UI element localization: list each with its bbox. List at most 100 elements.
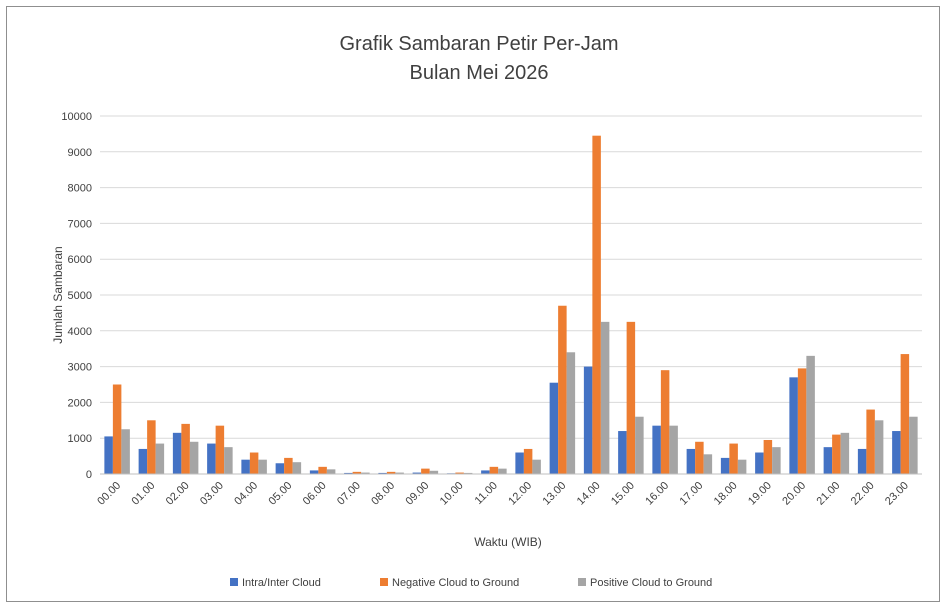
- bar-positive-cloud-to-ground-0400: [258, 459, 267, 474]
- bar-positive-cloud-to-ground-1700: [703, 454, 713, 474]
- bar-intra-inter-cloud-1500: [618, 431, 627, 474]
- legend-swatch: [230, 578, 238, 586]
- legend-entry: Negative Cloud to Ground: [392, 577, 519, 589]
- y-tick-label: 5000: [68, 290, 92, 302]
- x-tick-label: 04.00: [232, 480, 260, 508]
- bar-intra-inter-cloud-0300: [207, 443, 216, 474]
- legend-swatch: [380, 578, 388, 586]
- legend: Intra/Inter Cloud Negative Cloud to Groun…: [230, 577, 712, 589]
- y-tick-label: 8000: [68, 183, 92, 195]
- bar-intra-inter-cloud-1300: [549, 382, 559, 474]
- bar-intra-inter-cloud-1700: [686, 448, 696, 474]
- bar-negative-cloud-to-ground-1200: [523, 448, 533, 474]
- bar-positive-cloud-to-ground-0800: [395, 472, 404, 474]
- bar-negative-cloud-to-ground-2300: [900, 354, 910, 474]
- bar-intra-inter-cloud-0100: [138, 448, 148, 474]
- bar-positive-cloud-to-ground-2100: [840, 432, 850, 474]
- bar-negative-cloud-to-ground-0800: [386, 471, 396, 474]
- bar-intra-inter-cloud-2200: [857, 448, 867, 474]
- bar-positive-cloud-to-ground-1000: [463, 472, 473, 474]
- legend-entry: Intra/Inter Cloud: [242, 577, 321, 589]
- x-tick-label: 15.00: [609, 480, 637, 508]
- bar-intra-inter-cloud-0700: [344, 472, 353, 474]
- bar-intra-inter-cloud-1200: [515, 452, 524, 474]
- bar-intra-inter-cloud-2100: [823, 447, 833, 474]
- bar-intra-inter-cloud-1100: [481, 470, 490, 474]
- y-tick-label: 1000: [68, 433, 92, 445]
- bar-positive-cloud-to-ground-1900: [772, 447, 781, 474]
- bar-positive-cloud-to-ground-2200: [874, 420, 884, 474]
- x-tick-label: 18.00: [712, 480, 740, 508]
- bar-negative-cloud-to-ground-0100: [147, 420, 156, 474]
- bar-positive-cloud-to-ground-0500: [292, 462, 302, 474]
- x-tick-label: 11.00: [473, 480, 500, 507]
- y-tick-label: 2000: [68, 397, 92, 409]
- bar-negative-cloud-to-ground-0400: [249, 452, 259, 474]
- x-tick-label: 08.00: [369, 480, 397, 508]
- y-axis-title: Jumlah Sambaran: [51, 246, 65, 343]
- y-tick-label: 6000: [68, 254, 92, 266]
- bar-intra-inter-cloud-1800: [720, 457, 730, 474]
- bar-positive-cloud-to-ground-1300: [566, 352, 576, 474]
- bar-positive-cloud-to-ground-1400: [600, 321, 610, 474]
- x-tick-labels: 00.00 01.00 02.00 03.00 04.00 05.00 06.00 07.00…: [95, 480, 911, 508]
- x-tick-label: 01.00: [130, 480, 158, 508]
- bar-intra-inter-cloud-1400: [583, 366, 593, 474]
- y-tick-labels: 0 1000 2000 3000 4000 5000 6000 7000 8000 9000 100…: [61, 111, 92, 481]
- bar-intra-inter-cloud-0200: [172, 432, 182, 474]
- bar-intra-inter-cloud-0500: [275, 463, 285, 474]
- bar-intra-inter-cloud-0400: [241, 459, 250, 474]
- bar-positive-cloud-to-ground-2000: [806, 355, 815, 474]
- bar-negative-cloud-to-ground-1100: [489, 466, 499, 474]
- bar-negative-cloud-to-ground-1000: [455, 472, 464, 474]
- bar-positive-cloud-to-ground-0000: [121, 429, 130, 474]
- bar-negative-cloud-to-ground-1600: [660, 370, 670, 474]
- y-tick-label: 4000: [68, 326, 92, 338]
- x-tick-label: 20.00: [780, 480, 808, 508]
- bar-intra-inter-cloud-0900: [412, 472, 422, 474]
- gridlines: [100, 115, 922, 439]
- bar-negative-cloud-to-ground-0000: [112, 384, 122, 474]
- chart-subtitle: Bulan Mei 2026: [410, 62, 549, 84]
- y-tick-label: 9000: [68, 147, 92, 159]
- x-tick-label: 00.00: [95, 480, 123, 508]
- x-tick-label: 21.00: [815, 480, 843, 508]
- bar-intra-inter-cloud-2300: [892, 431, 901, 474]
- x-tick-label: 10.00: [438, 480, 466, 508]
- chart-frame: [6, 6, 940, 602]
- bar-negative-cloud-to-ground-0500: [284, 457, 293, 474]
- bar-negative-cloud-to-ground-0600: [318, 466, 327, 474]
- bar-positive-cloud-to-ground-1600: [669, 425, 678, 474]
- bar-positive-cloud-to-ground-1100: [498, 468, 507, 474]
- x-tick-label: 07.00: [335, 480, 363, 508]
- bar-negative-cloud-to-ground-1800: [729, 443, 738, 474]
- bar-positive-cloud-to-ground-1500: [635, 416, 644, 474]
- bar-positive-cloud-to-ground-0200: [189, 441, 199, 474]
- y-tick-label: 10000: [61, 111, 92, 123]
- bar-intra-inter-cloud-0600: [309, 470, 319, 474]
- bar-positive-cloud-to-ground-1800: [737, 459, 747, 474]
- x-tick-label: 22.00: [849, 480, 877, 508]
- bar-intra-inter-cloud-0800: [378, 472, 387, 474]
- bar-positive-cloud-to-ground-0900: [429, 470, 439, 474]
- bar-intra-inter-cloud-2000: [789, 377, 798, 474]
- x-tick-label: 23.00: [883, 480, 911, 508]
- bar-positive-cloud-to-ground-2300: [909, 416, 918, 474]
- bar-negative-cloud-to-ground-0700: [352, 471, 362, 474]
- bar-negative-cloud-to-ground-1300: [558, 305, 567, 474]
- bar-positive-cloud-to-ground-0300: [224, 447, 233, 474]
- bar-positive-cloud-to-ground-1200: [532, 459, 541, 474]
- bar-negative-cloud-to-ground-0300: [215, 425, 225, 474]
- bar-negative-cloud-to-ground-2100: [832, 434, 841, 474]
- y-tick-label: 7000: [68, 218, 92, 230]
- bar-negative-cloud-to-ground-2200: [866, 409, 875, 474]
- x-axis-title: Waktu (WIB): [474, 535, 542, 549]
- bar-negative-cloud-to-ground-0200: [181, 423, 190, 474]
- bar-negative-cloud-to-ground-2000: [797, 368, 807, 474]
- x-tick-label: 09.00: [404, 480, 432, 508]
- x-tick-label: 12.00: [506, 480, 534, 508]
- bar-positive-cloud-to-ground-0100: [155, 443, 165, 474]
- bar-negative-cloud-to-ground-1900: [763, 439, 773, 474]
- bar-positive-cloud-to-ground-0600: [326, 469, 336, 474]
